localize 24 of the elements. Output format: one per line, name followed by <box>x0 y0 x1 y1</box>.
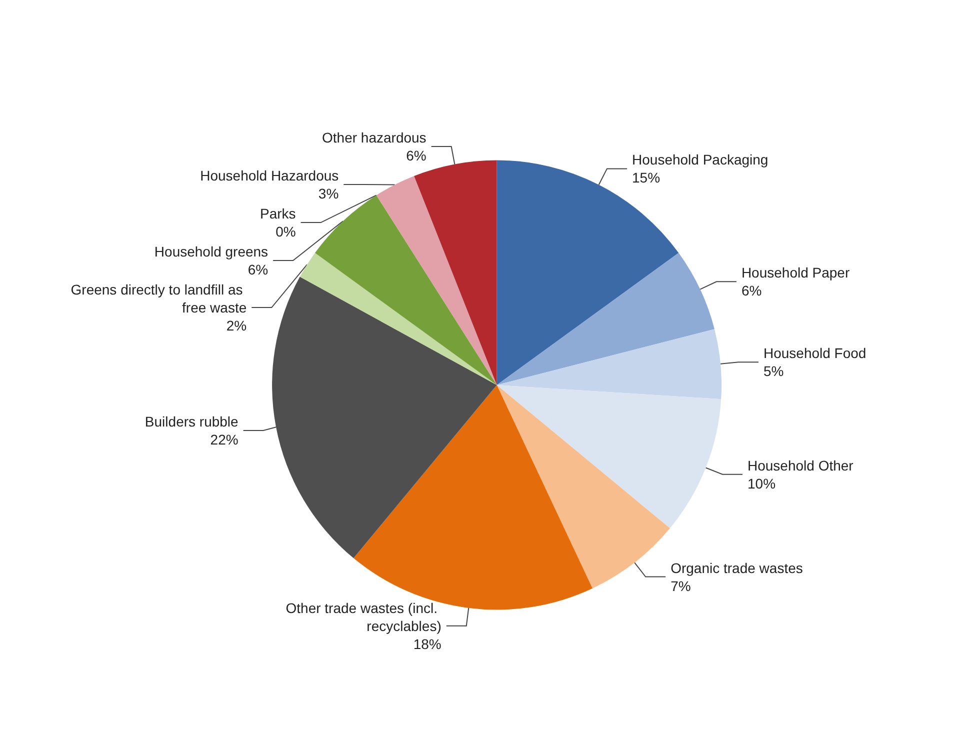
data-label: 22% <box>210 431 238 448</box>
slice-label: Organic trade wastes <box>670 560 803 576</box>
slice-label: Other trade wastes (incl. recyclables) <box>286 600 442 634</box>
data-label: 7% <box>670 578 691 594</box>
slice-label: Greens directly to landfill as free waste <box>70 282 247 316</box>
slice-label: Builders rubble <box>144 413 239 430</box>
data-label: 18% <box>413 636 442 652</box>
data-label: 15% <box>632 170 660 186</box>
slice-label: Household Packaging <box>632 152 768 168</box>
data-label: 6% <box>406 148 426 164</box>
slice-label: Household greens <box>154 244 268 260</box>
slice-label: Household Other <box>748 457 854 474</box>
slice-label: Other hazardous <box>322 130 426 146</box>
slice-label: Household Food <box>763 345 866 362</box>
text: 0% <box>276 224 296 240</box>
slice-label: Household Hazardous <box>200 168 339 184</box>
data-label: 6% <box>248 262 268 278</box>
slice-label: Household Paper <box>741 264 850 281</box>
data-label: 6% <box>741 282 762 299</box>
data-label: 10% <box>748 475 776 492</box>
data-label: 3% <box>318 186 339 202</box>
category-label: Parks <box>260 206 296 222</box>
data-label: 2% <box>226 318 247 334</box>
data-label: 5% <box>763 363 784 380</box>
